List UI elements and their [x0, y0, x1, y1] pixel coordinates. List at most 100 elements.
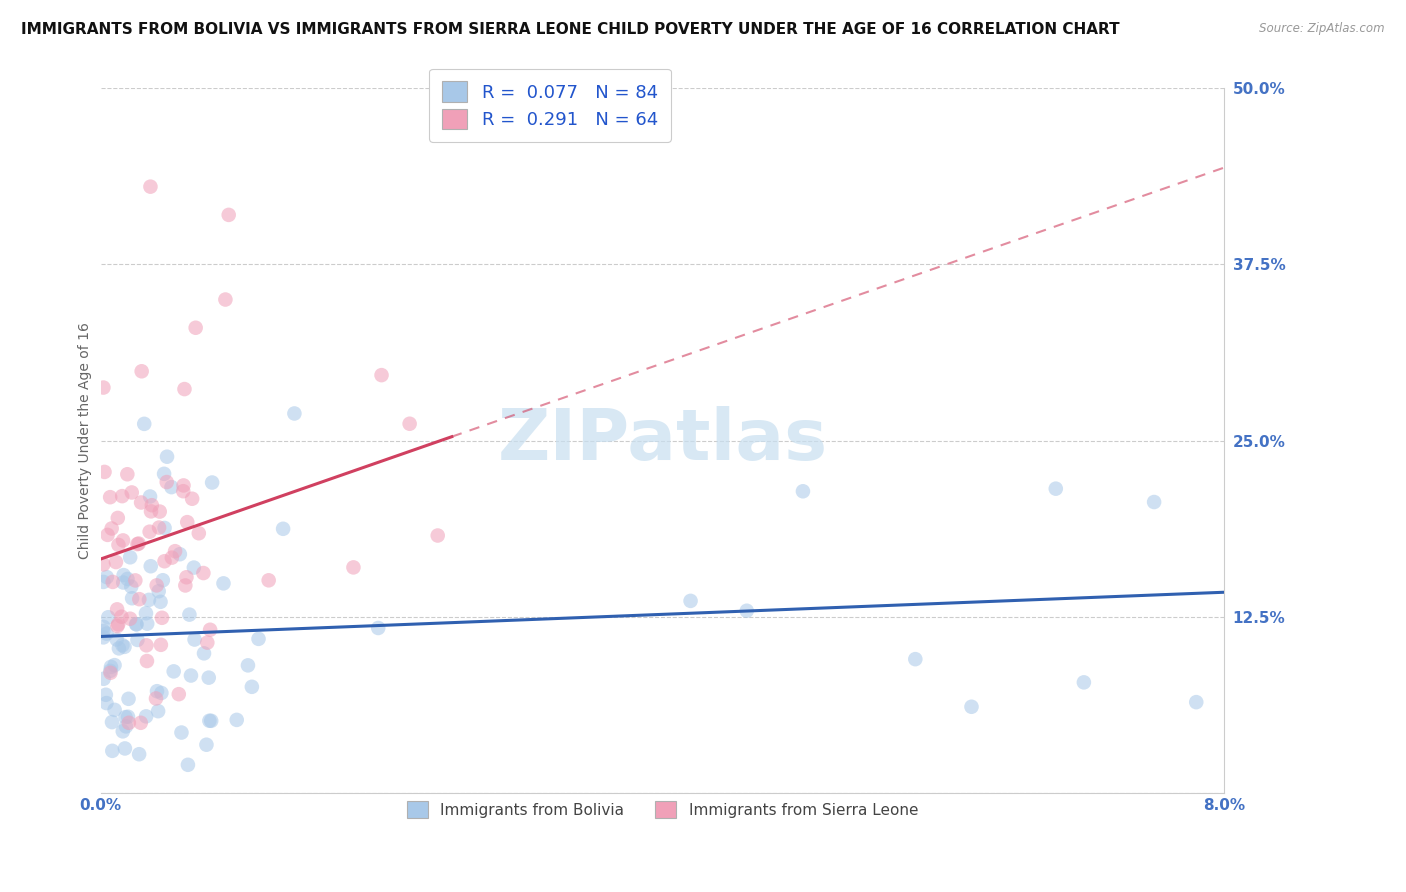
Point — [195, 635, 218, 649]
Point — [93, 624, 115, 638]
Point — [156, 475, 179, 489]
Point — [173, 382, 195, 396]
Y-axis label: Child Poverty Under the Age of 16: Child Poverty Under the Age of 16 — [79, 322, 93, 559]
Point — [184, 320, 207, 334]
Point — [212, 576, 235, 591]
Point — [100, 665, 122, 680]
Point — [131, 364, 153, 378]
Text: Source: ZipAtlas.com: Source: ZipAtlas.com — [1260, 22, 1385, 36]
Point — [120, 580, 142, 594]
Point — [156, 450, 179, 464]
Point — [236, 658, 259, 673]
Point — [177, 757, 200, 772]
Point — [225, 713, 247, 727]
Point — [111, 724, 134, 739]
Point — [174, 578, 197, 592]
Point — [176, 515, 198, 529]
Point — [121, 591, 143, 606]
Point — [172, 484, 194, 499]
Point — [960, 699, 983, 714]
Point — [183, 632, 205, 647]
Point — [117, 467, 139, 482]
Point — [197, 671, 219, 685]
Point — [139, 179, 162, 194]
Point — [114, 710, 136, 724]
Point — [103, 658, 125, 673]
Point — [118, 715, 141, 730]
Text: IMMIGRANTS FROM BOLIVIA VS IMMIGRANTS FROM SIERRA LEONE CHILD POVERTY UNDER THE : IMMIGRANTS FROM BOLIVIA VS IMMIGRANTS FR… — [21, 22, 1119, 37]
Point — [129, 715, 152, 730]
Point — [179, 607, 201, 622]
Point — [201, 475, 224, 490]
Point — [114, 741, 136, 756]
Point — [160, 550, 183, 565]
Point — [121, 485, 143, 500]
Point — [96, 570, 118, 584]
Point — [105, 602, 128, 616]
Point — [111, 489, 134, 503]
Point — [93, 465, 115, 479]
Point — [342, 560, 364, 574]
Point — [94, 688, 117, 702]
Point — [193, 566, 215, 580]
Point — [107, 511, 129, 525]
Point — [110, 609, 132, 624]
Point — [1185, 695, 1208, 709]
Point — [96, 626, 118, 640]
Point — [146, 704, 169, 718]
Point — [138, 524, 160, 539]
Point — [107, 538, 129, 552]
Point — [128, 747, 150, 762]
Point — [108, 641, 131, 656]
Point — [271, 522, 294, 536]
Point — [153, 554, 176, 568]
Point — [138, 593, 160, 607]
Point — [93, 620, 115, 634]
Point — [1045, 482, 1067, 496]
Point — [195, 738, 218, 752]
Point — [117, 691, 139, 706]
Point — [218, 208, 240, 222]
Point — [370, 368, 392, 383]
Point — [93, 631, 115, 645]
Point — [135, 709, 157, 723]
Point — [104, 703, 127, 717]
Legend: Immigrants from Bolivia, Immigrants from Sierra Leone: Immigrants from Bolivia, Immigrants from… — [401, 795, 924, 824]
Point — [180, 668, 202, 682]
Point — [97, 610, 120, 624]
Point — [107, 617, 129, 632]
Point — [176, 570, 198, 584]
Point — [152, 574, 174, 588]
Point — [96, 696, 118, 710]
Point — [127, 632, 149, 647]
Point — [257, 574, 280, 588]
Point — [149, 505, 172, 519]
Point — [141, 498, 163, 512]
Point — [100, 521, 122, 535]
Point — [187, 526, 209, 541]
Point — [183, 560, 205, 574]
Point — [93, 672, 115, 686]
Point — [181, 491, 204, 506]
Point — [1143, 495, 1166, 509]
Point — [139, 559, 162, 574]
Point — [165, 544, 187, 558]
Point — [134, 417, 156, 431]
Point — [136, 654, 159, 668]
Point — [101, 574, 124, 589]
Point — [149, 638, 172, 652]
Point — [124, 574, 146, 588]
Point — [135, 607, 157, 621]
Point — [117, 572, 139, 586]
Point — [1073, 675, 1095, 690]
Point — [145, 691, 167, 706]
Point — [145, 578, 167, 592]
Point — [193, 646, 215, 660]
Point — [112, 568, 135, 582]
Point — [120, 550, 142, 565]
Text: ZIPatlas: ZIPatlas — [498, 406, 828, 475]
Point — [173, 478, 195, 492]
Point — [128, 536, 150, 550]
Point — [153, 467, 176, 481]
Point — [127, 537, 149, 551]
